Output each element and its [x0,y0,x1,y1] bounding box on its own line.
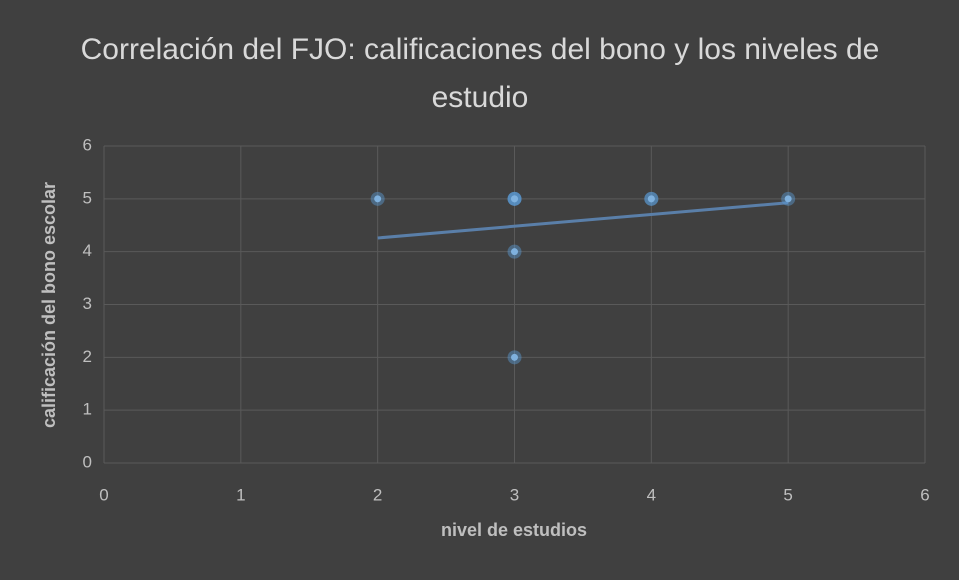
point [644,191,659,206]
y-tick-label: 1 [83,400,92,419]
y-tick-label: 0 [83,452,92,471]
y-tick-label: 4 [83,241,92,260]
x-tick-label: 0 [99,485,108,504]
x-tick-label: 4 [647,485,656,504]
x-tick-label: 1 [236,485,245,504]
x-axis-title: nivel de estudios [441,520,587,540]
y-axis-title: calificación del bono escolar [39,182,59,428]
point [507,191,522,206]
x-tick-label: 2 [373,485,382,504]
point [370,191,385,206]
x-tick-label: 5 [783,485,792,504]
point [781,191,796,206]
point [507,244,522,259]
y-tick-label: 5 [83,188,92,207]
y-tick-label: 3 [83,294,92,313]
trendline [377,201,789,240]
x-tick-label: 3 [510,485,519,504]
point [507,350,522,365]
y-tick-label: 6 [83,135,92,154]
chart-title: Correlación del FJO: calificaciones del … [80,33,880,114]
x-tick-label: 6 [920,485,929,504]
y-tick-label: 2 [83,347,92,366]
